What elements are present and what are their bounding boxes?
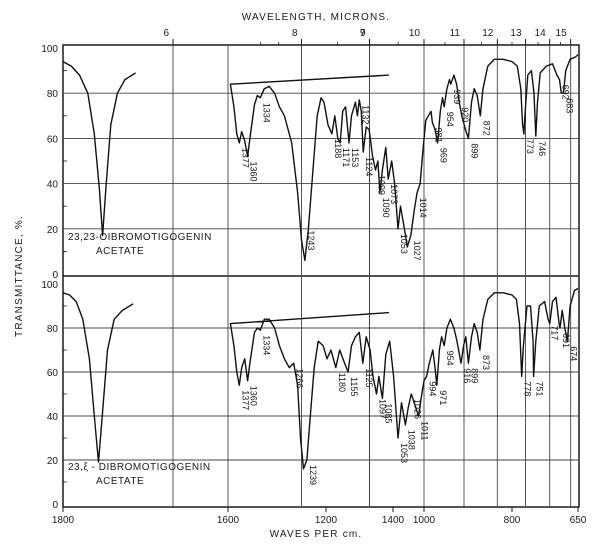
panel-1-carbonyl-trace (62, 60, 136, 237)
micron-tick-label: 12 (482, 28, 494, 39)
panel-1-peak-label: 1334 (261, 103, 271, 123)
panel-1-peak-label: 981 (433, 128, 443, 143)
transmittance-tick-label: 40 (47, 412, 59, 423)
panel-1-peak-label: 899 (469, 143, 479, 158)
panel-2-peak-label: 971 (438, 390, 448, 405)
panel-2-peak-label: 1239 (308, 465, 318, 485)
panel-1-peak-label: 1188 (333, 139, 343, 158)
panel-2-peak-label: 1360 (249, 386, 259, 406)
transmittance-tick-label: 40 (47, 180, 59, 191)
panel-2-peak-label: 1085 (383, 403, 393, 423)
panel-1-peak-label: 1124 (364, 157, 374, 176)
transmittance-tick-label: 20 (47, 225, 59, 236)
micron-tick-label: 11 (450, 28, 461, 39)
wavenumber-tick-label: 1200 (315, 515, 338, 526)
micron-tick-label: 8 (292, 28, 298, 39)
micron-tick-label: 13 (510, 28, 522, 39)
panel-2-peak-label: 778 (523, 381, 533, 396)
panel-1-peak-label: 1360 (249, 162, 259, 182)
panel-1-peak-label: 746 (537, 141, 547, 156)
panel-1-peak-label: 872 (481, 121, 491, 136)
panel-1-peak-label: 1153 (350, 148, 360, 167)
wavenumber-tick-label: 800 (504, 515, 521, 526)
panel-2-sample-form: ACETATE (96, 476, 144, 487)
panel-2-peak-label: 751 (535, 381, 545, 396)
panel-2-peak-label: 1038 (406, 430, 416, 450)
micron-tick-label: 15 (556, 28, 568, 39)
panel-2-peak-label: 954 (445, 351, 455, 366)
panel-1-peak-label: 920 (460, 107, 470, 122)
transmittance-tick-label: 0 (52, 270, 58, 281)
panel-2-peak-label: 1266 (295, 368, 305, 388)
panel-2-sample-label: 23,ξ - DIBROMOTIGOGENIN ACETATE (68, 462, 211, 487)
panel-1-peak-label: 1073 (389, 184, 399, 204)
panel-1-peak-label: 969 (439, 148, 449, 163)
panel-1-sample-name: 23,23-OIBROMOTIGOGENIN (68, 232, 212, 243)
panel-2-peak-label: 1125 (364, 368, 374, 387)
panel-2-peak-label: 916 (462, 368, 472, 383)
panel-1-peak-label: 1090 (381, 198, 391, 218)
wavenumber-tick-label: 1000 (413, 515, 436, 526)
transmittance-tick-label: 80 (47, 324, 59, 335)
panel-1-peak-label: 1027 (412, 241, 422, 261)
panel-2-peak-label: 994 (428, 381, 438, 396)
transmittance-tick-label: 80 (47, 89, 59, 100)
wavenumber-tick-label: 1600 (217, 515, 240, 526)
micron-tick-label: 9 (360, 28, 366, 39)
panel-2-peak-label: 873 (481, 355, 491, 370)
panel-1-peak-label: 1243 (306, 230, 316, 250)
wavenumber-tick-label: 1800 (52, 515, 75, 526)
bottom-axis-title: WAVES PER cm. (270, 529, 363, 540)
panel-1-peak-label: 1014 (418, 198, 428, 218)
micron-tick-label: 7 (360, 28, 366, 39)
panel-2-peak-label: 1334 (261, 335, 271, 355)
panel-2-peak-label: 691 (561, 333, 571, 348)
panel-1-peak-label: 773 (525, 139, 535, 154)
panel-1-peak-label: 692 (561, 85, 571, 100)
micron-tick-label: 6 (163, 28, 169, 39)
panel-1-peak-label: 1377 (240, 148, 250, 168)
panel-1-peak-label: 1171 (341, 148, 351, 167)
micron-tick-label: 14 (535, 28, 547, 39)
panel-2-peak-label: 1053 (399, 443, 409, 463)
panel-2-peak-label: 1155 (349, 377, 359, 396)
grid-lines (63, 45, 579, 507)
panel-2-peak-label: 674 (568, 346, 578, 361)
panel-1-peak-label: 1132 (360, 105, 370, 124)
spectrum-traces (62, 54, 579, 470)
wavenumber-tick-label: 1400 (382, 515, 405, 526)
panel-2-fingerprint-trace (229, 287, 579, 470)
transmittance-tick-label: 20 (47, 456, 59, 467)
top-axis-title: WAVELENGTH, MICRONS. (242, 12, 390, 23)
chart-frame (62, 44, 580, 508)
panel-1-sample-form: ACETATE (96, 246, 144, 257)
panel-1-peak-label: 954 (445, 112, 455, 127)
panel-1-peak-label: 683 (565, 98, 575, 113)
panel-2-peak-label: 1180 (337, 373, 347, 392)
panel-2-peak-label: 717 (550, 325, 560, 340)
panel-2-sample-name: 23,ξ - DIBROMOTIGOGENIN (68, 462, 211, 473)
transmittance-tick-label: 60 (47, 134, 59, 145)
panel-2-peak-label: 1026 (412, 399, 422, 419)
panel-1-fingerprint-trace (229, 54, 579, 262)
panel-2-peak-label: 1097 (378, 399, 388, 419)
transmittance-tick-label: 0 (52, 500, 58, 511)
wavenumber-tick-label: 650 (570, 515, 587, 526)
micron-tick-label: 10 (409, 28, 421, 39)
panel-2-peak-label: 1011 (420, 421, 430, 440)
panel-1-peak-label: 939 (452, 89, 462, 104)
panel-2-peak-label: 1377 (240, 390, 250, 410)
panel-1-peak-label: 1099 (377, 175, 387, 195)
panel-1-sample-label: 23,23-OIBROMOTIGOGENIN ACETATE (68, 232, 212, 257)
transmittance-tick-label: 60 (47, 368, 59, 379)
y-axis-title: TRANSMITTANCE, %. (14, 215, 25, 337)
panel-2-peak-label: 899 (469, 368, 479, 383)
panel-1-peak-label: 1053 (399, 234, 409, 254)
transmittance-tick-label: 100 (41, 44, 58, 55)
transmittance-tick-label: 100 (41, 280, 58, 291)
panel-2-carbonyl-trace (62, 292, 134, 463)
peak-labels: 1377136013341243118811711153113211241099… (240, 85, 578, 485)
